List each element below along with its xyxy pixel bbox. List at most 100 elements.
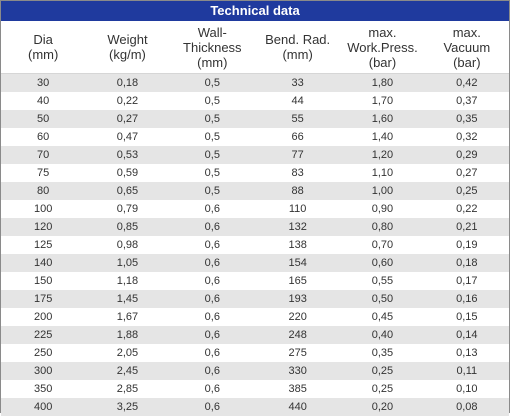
cell-max-work-pressure: 0,35 — [340, 344, 424, 362]
cell-wall-thickness: 0,5 — [170, 110, 255, 128]
cell-dia: 75 — [1, 164, 85, 182]
cell-weight: 0,53 — [85, 146, 169, 164]
cell-weight: 0,22 — [85, 92, 169, 110]
cell-dia: 175 — [1, 290, 85, 308]
cell-dia: 60 — [1, 128, 85, 146]
cell-max-work-pressure: 1,60 — [340, 110, 424, 128]
cell-weight: 1,18 — [85, 272, 169, 290]
cell-weight: 2,85 — [85, 380, 169, 398]
cell-weight: 0,27 — [85, 110, 169, 128]
cell-dia: 80 — [1, 182, 85, 200]
header-line: (bar) — [342, 55, 422, 70]
cell-max-vacuum: 0,11 — [425, 362, 509, 380]
cell-wall-thickness: 0,6 — [170, 200, 255, 218]
cell-bend-radius: 193 — [255, 290, 340, 308]
cell-wall-thickness: 0,5 — [170, 146, 255, 164]
cell-weight: 1,67 — [85, 308, 169, 326]
cell-max-vacuum: 0,37 — [425, 92, 509, 110]
cell-bend-radius: 154 — [255, 254, 340, 272]
cell-max-vacuum: 0,22 — [425, 200, 509, 218]
header-line: max. — [342, 25, 422, 40]
cell-dia: 225 — [1, 326, 85, 344]
cell-wall-thickness: 0,5 — [170, 164, 255, 182]
cell-max-vacuum: 0,13 — [425, 344, 509, 362]
cell-bend-radius: 132 — [255, 218, 340, 236]
cell-max-work-pressure: 1,80 — [340, 74, 424, 93]
cell-bend-radius: 33 — [255, 74, 340, 93]
cell-wall-thickness: 0,5 — [170, 182, 255, 200]
cell-max-work-pressure: 1,40 — [340, 128, 424, 146]
cell-weight: 0,59 — [85, 164, 169, 182]
column-header-max-vacuum: max. Vacuum (bar) — [425, 21, 509, 74]
header-line: (bar) — [427, 55, 507, 70]
cell-weight: 1,88 — [85, 326, 169, 344]
column-header-weight: Weight (kg/m) — [85, 21, 169, 74]
cell-max-vacuum: 0,35 — [425, 110, 509, 128]
cell-max-work-pressure: 1,00 — [340, 182, 424, 200]
cell-max-work-pressure: 0,90 — [340, 200, 424, 218]
cell-max-vacuum: 0,16 — [425, 290, 509, 308]
cell-weight: 0,18 — [85, 74, 169, 93]
cell-weight: 1,45 — [85, 290, 169, 308]
header-line: (mm) — [172, 55, 253, 70]
cell-weight: 3,25 — [85, 398, 169, 416]
header-line: Vacuum — [427, 40, 507, 55]
cell-wall-thickness: 0,6 — [170, 218, 255, 236]
cell-wall-thickness: 0,6 — [170, 362, 255, 380]
cell-wall-thickness: 0,5 — [170, 128, 255, 146]
cell-bend-radius: 55 — [255, 110, 340, 128]
cell-weight: 0,65 — [85, 182, 169, 200]
cell-max-vacuum: 0,29 — [425, 146, 509, 164]
header-line: max. — [427, 25, 507, 40]
cell-max-vacuum: 0,42 — [425, 74, 509, 93]
cell-dia: 140 — [1, 254, 85, 272]
cell-wall-thickness: 0,6 — [170, 326, 255, 344]
column-header-wall-thickness: Wall- Thickness (mm) — [170, 21, 255, 74]
cell-max-work-pressure: 0,25 — [340, 362, 424, 380]
column-header-bend-radius: Bend. Rad. (mm) — [255, 21, 340, 74]
cell-weight: 0,85 — [85, 218, 169, 236]
cell-dia: 40 — [1, 92, 85, 110]
cell-weight: 2,45 — [85, 362, 169, 380]
cell-bend-radius: 66 — [255, 128, 340, 146]
cell-wall-thickness: 0,6 — [170, 272, 255, 290]
cell-wall-thickness: 0,6 — [170, 254, 255, 272]
cell-max-work-pressure: 0,55 — [340, 272, 424, 290]
cell-wall-thickness: 0,6 — [170, 290, 255, 308]
cell-max-vacuum: 0,21 — [425, 218, 509, 236]
cell-max-work-pressure: 0,60 — [340, 254, 424, 272]
cell-bend-radius: 385 — [255, 380, 340, 398]
cell-bend-radius: 44 — [255, 92, 340, 110]
cell-dia: 350 — [1, 380, 85, 398]
cell-max-work-pressure: 0,45 — [340, 308, 424, 326]
cell-max-vacuum: 0,25 — [425, 182, 509, 200]
table-title: Technical data — [1, 1, 509, 21]
cell-bend-radius: 165 — [255, 272, 340, 290]
cell-weight: 2,05 — [85, 344, 169, 362]
cell-weight: 1,05 — [85, 254, 169, 272]
cell-dia: 100 — [1, 200, 85, 218]
column-header-row: Dia (mm) Weight (kg/m) Wall- Thickness (… — [1, 21, 509, 74]
cell-max-vacuum: 0,14 — [425, 326, 509, 344]
cell-dia: 120 — [1, 218, 85, 236]
cell-max-work-pressure: 0,40 — [340, 326, 424, 344]
cell-max-vacuum: 0,27 — [425, 164, 509, 182]
cell-bend-radius: 440 — [255, 398, 340, 416]
cell-dia: 30 — [1, 74, 85, 93]
cell-dia: 150 — [1, 272, 85, 290]
cell-weight: 0,98 — [85, 236, 169, 254]
